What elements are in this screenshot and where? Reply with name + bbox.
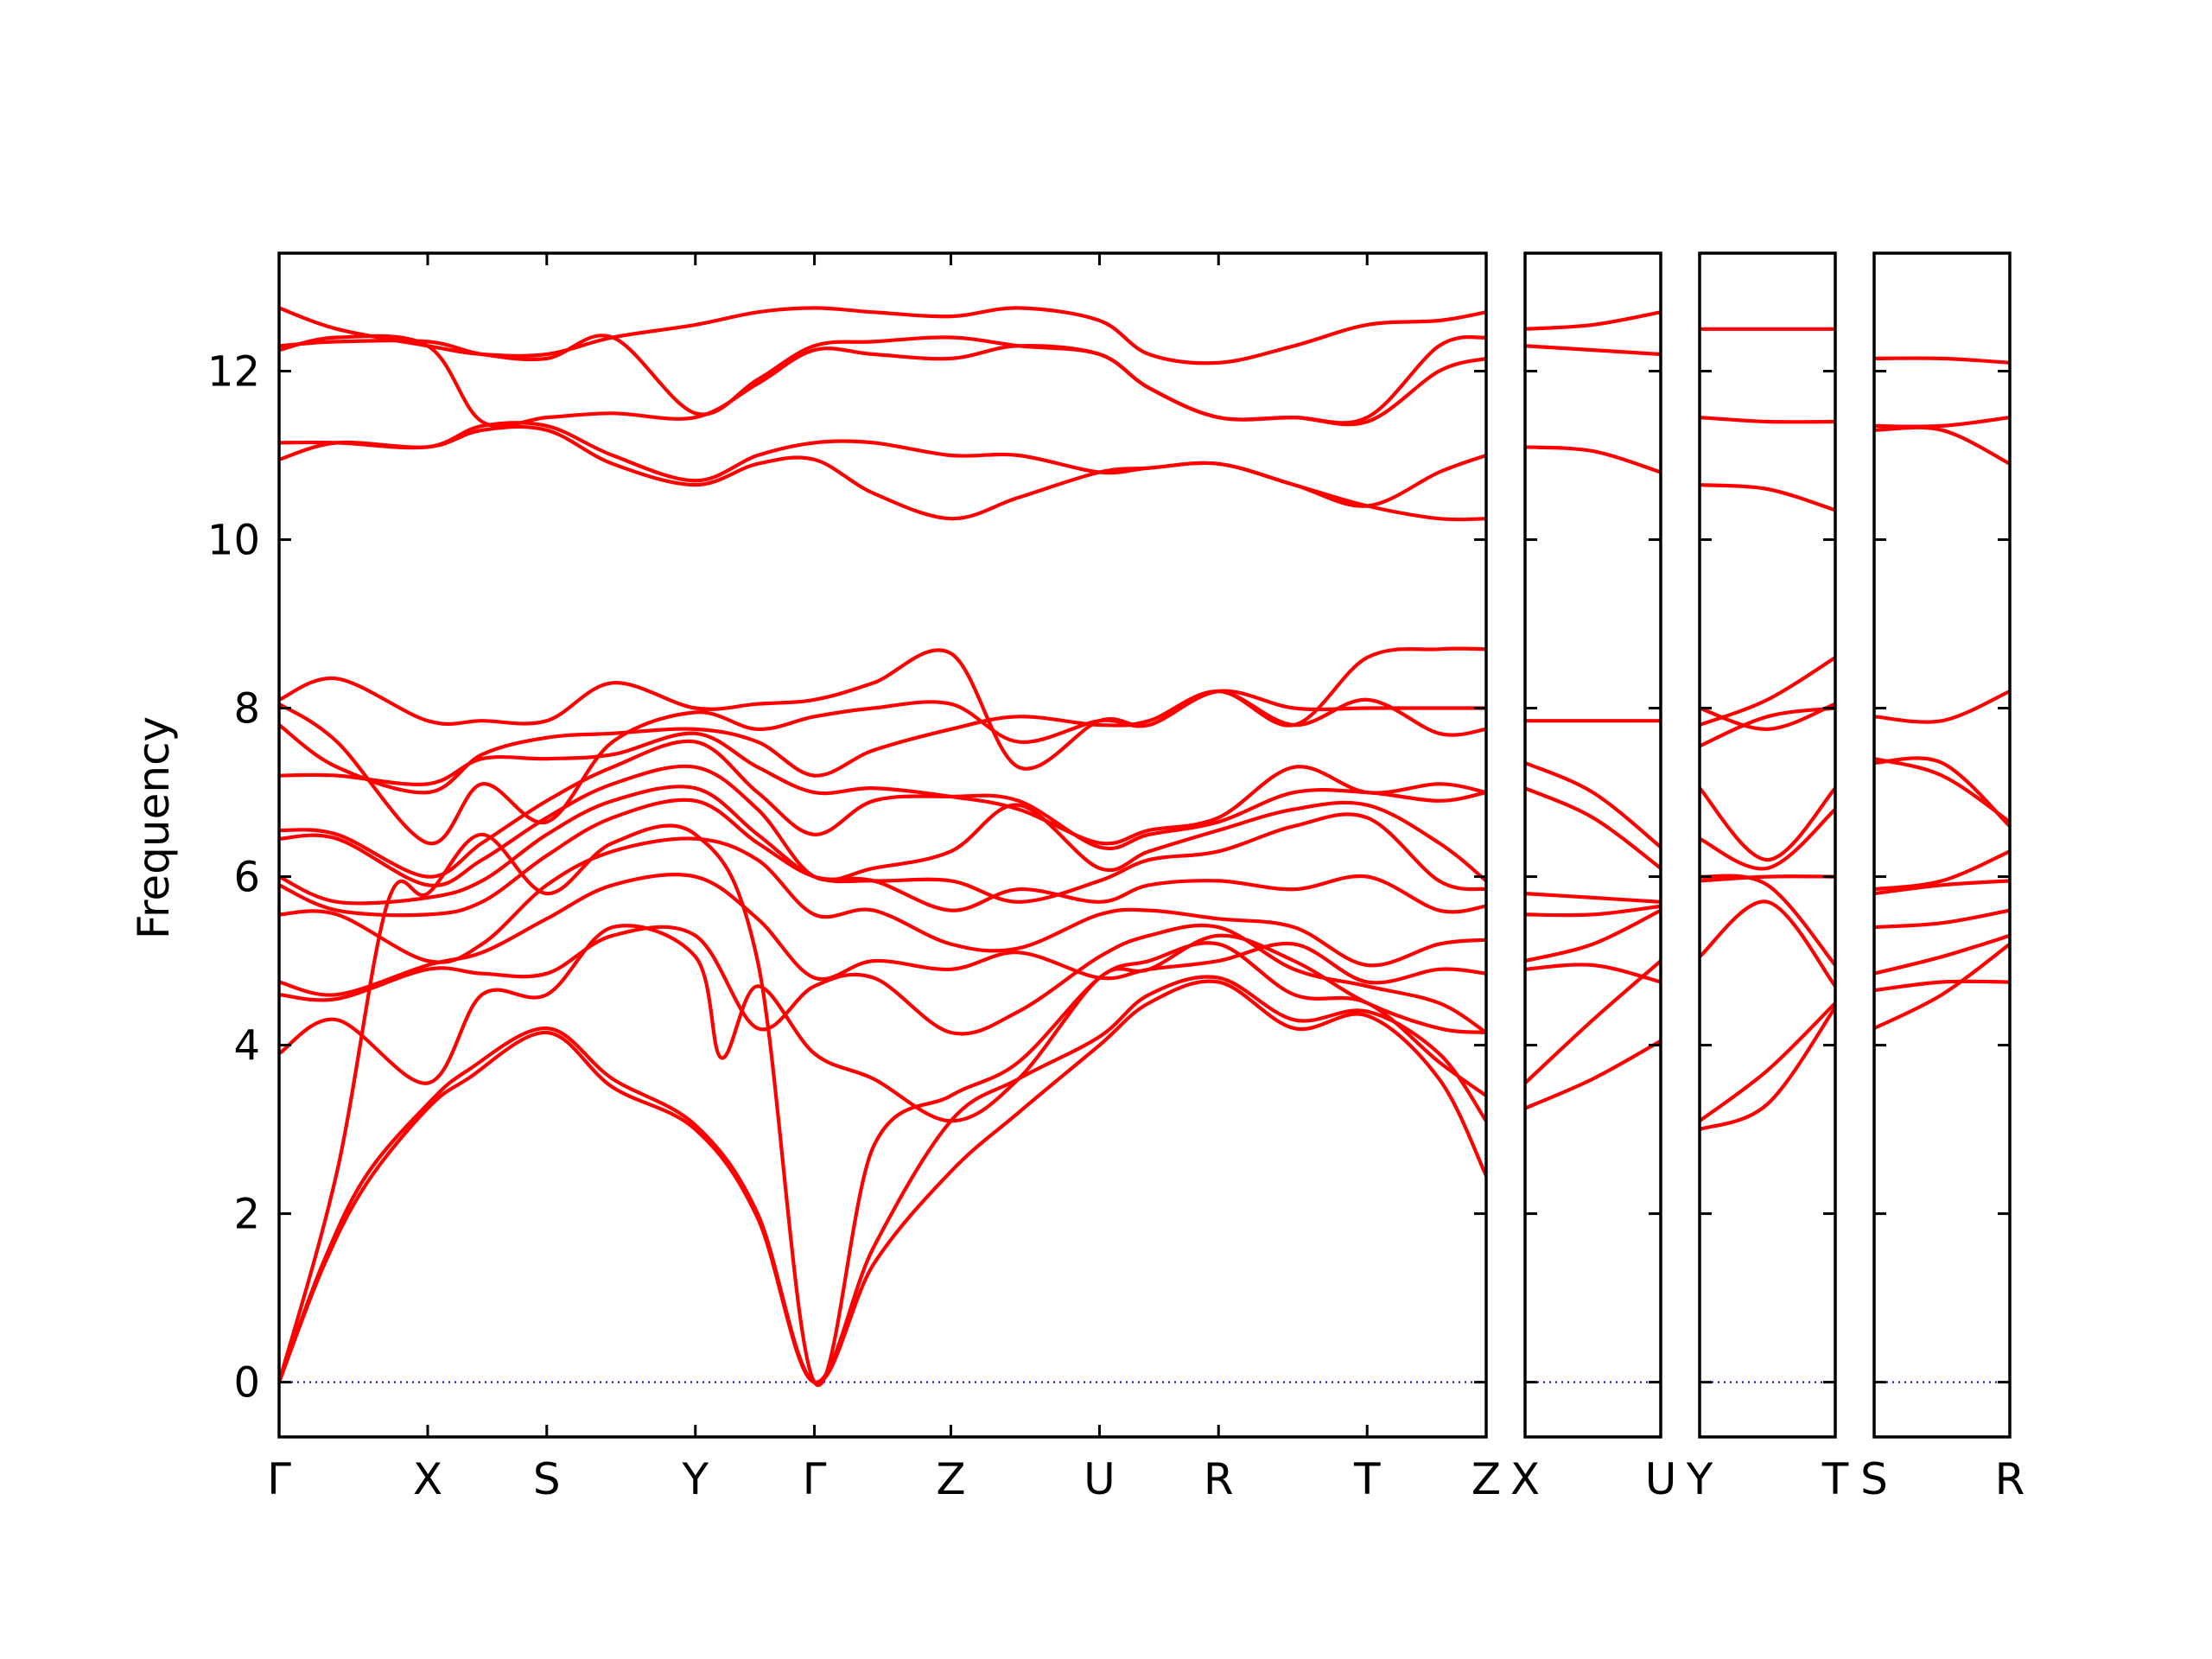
phonon-band-15 [279,646,1486,771]
phonon-band-16 [279,424,1486,522]
phonon-band-3 [1874,933,2010,976]
panel-frame [1698,251,1837,1439]
k-point-label: R [1204,1454,1234,1504]
phonon-band-4 [1525,908,1661,963]
phonon-band-7 [1700,786,1835,862]
phonon-band-5 [1700,874,1835,968]
k-point-label: Y [1686,1454,1713,1504]
phonon-band-11 [1525,344,1661,357]
phonon-band-10 [279,764,1486,887]
phonon-band-5 [1525,904,1661,918]
phonon-band-6 [1700,807,1835,871]
phonon-band-8 [1700,706,1835,748]
phonon-band-1 [1525,1039,1661,1110]
phonon-band-6 [1525,892,1661,904]
k-point-label: Y [682,1454,709,1504]
phonon-band-6 [1874,849,2010,892]
phonon-band-14 [279,689,1486,846]
phonon-band-10 [1700,702,1835,732]
y-tick-label: 8 [233,685,260,734]
k-point-label: X [413,1454,442,1504]
band-lines [279,306,1486,1388]
phonon-band-5 [1874,879,2010,896]
band-lines [1874,356,2010,1031]
phonon-band-1 [279,979,1486,1385]
phonon-band-3 [1525,963,1661,984]
panel-frame [277,251,1488,1439]
phonon-band-4 [1700,874,1835,883]
phonon-band-11 [279,739,1486,879]
phonon-band-4 [279,924,1486,1123]
k-point-label: Γ [267,1454,291,1504]
phonon-band-8 [1874,757,2010,824]
k-point-label: R [1995,1454,2025,1504]
phonon-band-2 [1700,1001,1835,1123]
panel-frame [1523,251,1662,1439]
y-tick-label: 10 [207,517,260,565]
k-point-label: Γ [803,1454,827,1504]
phonon-band-10 [1874,425,2010,466]
phonon-band-2 [1525,959,1661,1085]
phonon-band-17 [279,421,1486,508]
phonon-band-3 [1700,899,1835,988]
band-lines [1525,310,1661,1110]
panel-1: 0 2 4 6 8 10 12 Γ X S Y Γ Z U R T Z [207,251,1501,1504]
phonon-band-4 [1874,908,2010,930]
phonon-band-12 [279,731,1486,846]
phonon-band-9 [1874,689,2010,724]
band-lines [1700,327,1835,1132]
y-tick-label: 12 [207,348,260,397]
phonon-band-12 [1525,310,1661,331]
k-point-label: T [1821,1454,1849,1504]
y-tick-label: 4 [233,1022,260,1071]
phonon-band-5 [279,923,1486,1036]
phonon-band-9 [279,785,1486,906]
phonon-band-12 [1874,356,2010,365]
k-point-label: S [533,1454,561,1504]
k-point-label: Z [1471,1454,1501,1504]
phonon-band-8 [1525,760,1661,849]
phonon-band-20 [279,306,1486,365]
panel-frame [1872,251,2012,1439]
phonon-band-1 [1700,1005,1835,1132]
y-tick-label: 2 [233,1191,260,1239]
y-tick-label: 6 [233,854,260,902]
k-point-label: U [1084,1454,1116,1504]
phonon-band-11 [1874,416,2010,429]
phonon-band-2 [1874,979,2010,993]
y-tick-label: 0 [233,1359,260,1408]
phonon-band-19 [279,334,1486,425]
k-point-label: U [1645,1454,1677,1504]
phonon-band-7 [1874,756,2010,829]
phonon-band-10 [1525,445,1661,474]
phonon-band-11 [1700,483,1835,512]
phonon-band-3 [279,823,1486,1388]
phonon-band-7 [1525,786,1661,870]
phonon-band-9 [1700,655,1835,728]
k-point-label: T [1353,1454,1381,1504]
k-point-label: S [1860,1454,1888,1504]
phonon-band-12 [1700,416,1835,424]
phonon-band-6 [279,873,1486,997]
phonon-band-7 [279,836,1486,968]
k-point-label: X [1510,1454,1540,1504]
phonon-band-8 [279,798,1486,918]
y-axis-title: Frequency [129,716,179,939]
phonon-band-1 [1874,942,2010,1031]
k-point-label: Z [936,1454,965,1504]
